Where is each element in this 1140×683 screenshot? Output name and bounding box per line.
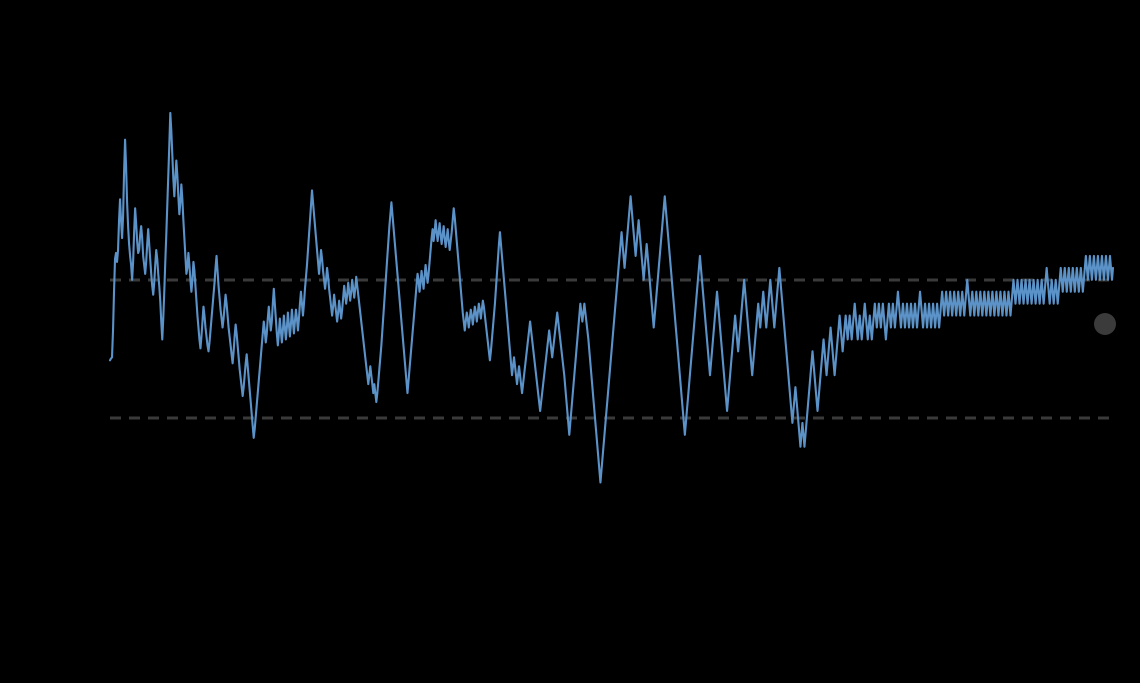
- series-line: [108, 111, 1115, 484]
- end-point-marker[interactable]: [1094, 313, 1116, 335]
- reference-lines-group: [110, 278, 1115, 420]
